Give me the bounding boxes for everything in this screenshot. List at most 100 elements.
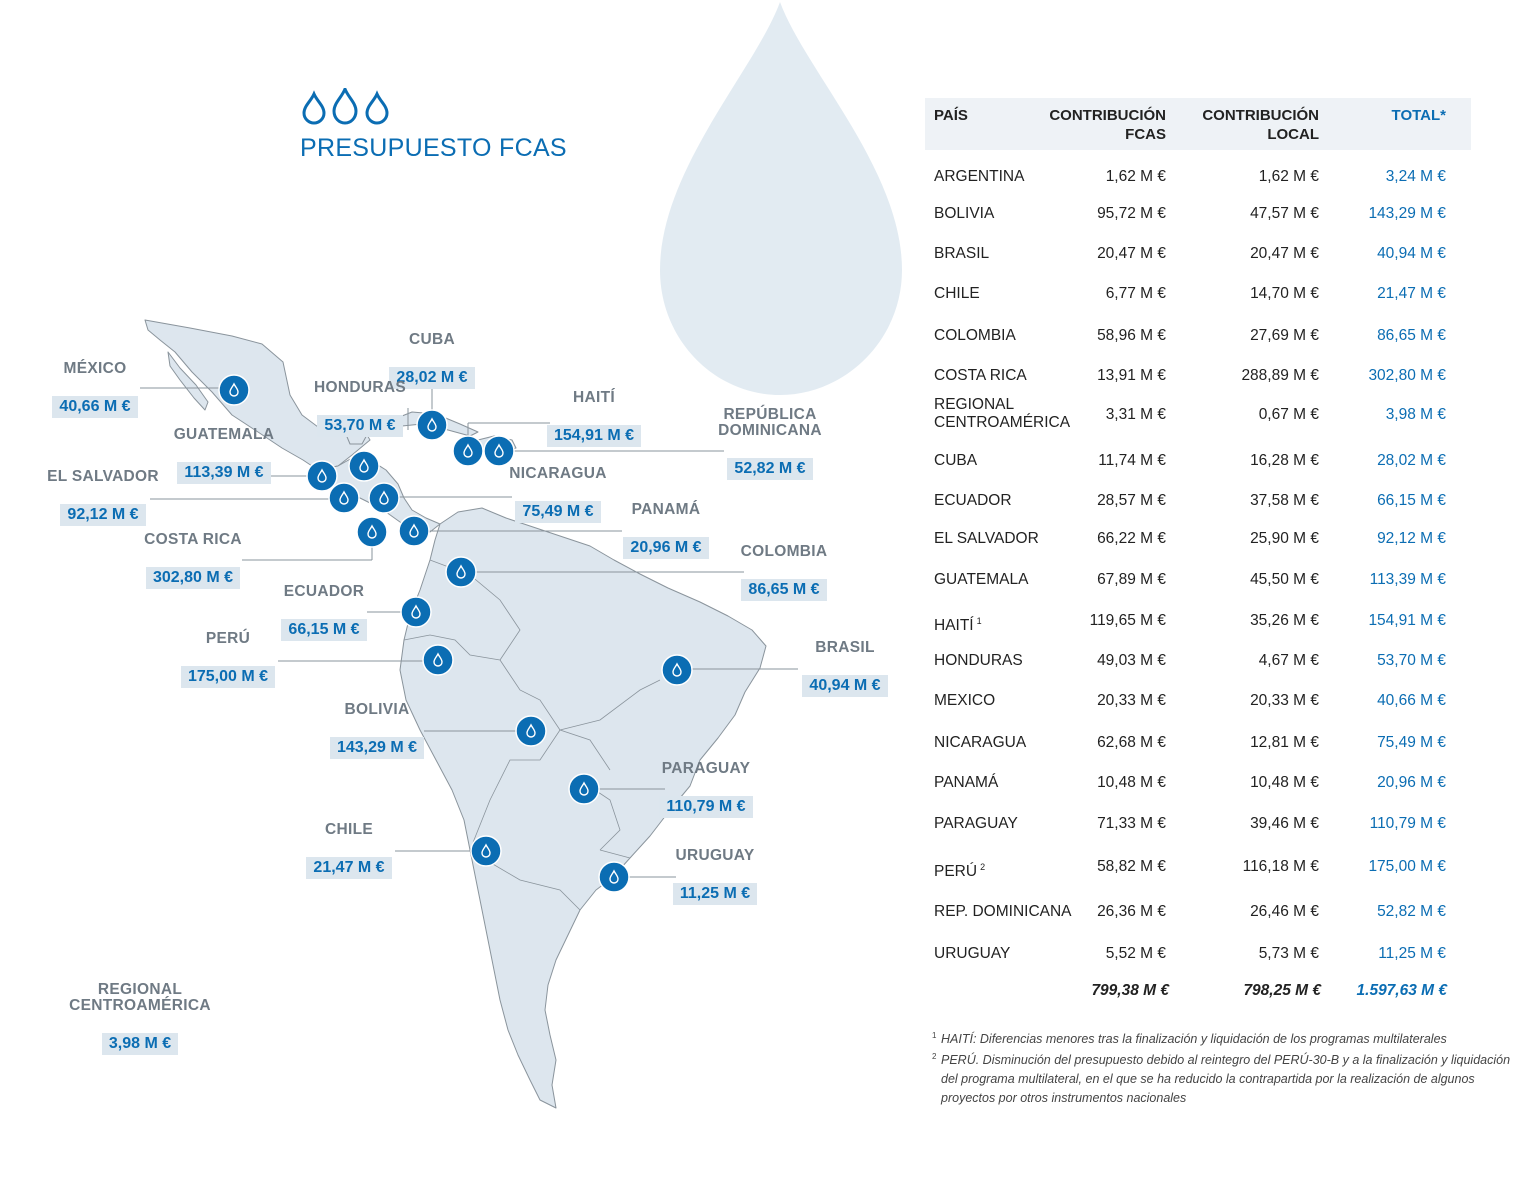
cell-local: 0,67 M €: [1258, 406, 1319, 423]
map-marker-icon: [483, 435, 515, 467]
cell-total: 154,91 M €: [1368, 612, 1446, 629]
cell-fcas: 62,68 M €: [1097, 734, 1166, 751]
map-label-mexico: MÉXICO 40,66 M €: [0, 361, 205, 418]
country-name: GUATEMALA: [173, 426, 275, 443]
map-marker-icon: [368, 482, 400, 514]
cell-total: 52,82 M €: [1377, 903, 1446, 920]
cell-pais: HAITÍ 1: [934, 616, 982, 634]
cell-total: 21,47 M €: [1377, 285, 1446, 302]
country-name: EL SALVADOR: [47, 468, 159, 485]
map-label-paraguay: PARAGUAY 110,79 M €: [596, 761, 816, 818]
cell-fcas: 58,82 M €: [1097, 858, 1166, 875]
cell-pais: CHILE: [934, 285, 980, 302]
drops-icon: [302, 88, 389, 125]
country-name: PANAMÁ: [631, 501, 701, 518]
map-label-bolivia: BOLIVIA 143,29 M €: [267, 702, 487, 759]
country-name: NICARAGUA: [509, 465, 607, 482]
country-name: CUBA: [409, 331, 455, 348]
country-name: CHILE: [325, 821, 373, 838]
country-value: 175,00 M €: [180, 666, 276, 688]
map-marker-icon: [416, 409, 448, 441]
cell-local: 20,47 M €: [1250, 245, 1319, 262]
cell-pais: COLOMBIA: [934, 327, 1016, 344]
map-marker-icon: [328, 482, 360, 514]
footnote-ref: 1: [976, 616, 982, 626]
country-value: 143,29 M €: [329, 737, 425, 759]
country-name: COSTA RICA: [144, 531, 242, 548]
footnote-text: PERÚ. Disminución del presupuesto debido…: [941, 1053, 1511, 1105]
map-label-peru: PERÚ 175,00 M €: [118, 631, 338, 688]
country-value: 52,82 M €: [727, 458, 813, 480]
cell-local: 12,81 M €: [1250, 734, 1319, 751]
budget-table: PAÍS CONTRIBUCIÓN FCAS CONTRIBUCIÓN LOCA…: [925, 98, 1471, 999]
country-value: 20,96 M €: [623, 537, 709, 559]
page-title: PRESUPUESTO FCAS: [300, 134, 567, 162]
cell-fcas: 11,74 M €: [1098, 452, 1166, 469]
cell-fcas: 71,33 M €: [1097, 815, 1166, 832]
cell-total: 86,65 M €: [1377, 327, 1446, 344]
map-marker-icon: [452, 435, 484, 467]
cell-pais: ECUADOR: [934, 492, 1012, 509]
cell-total: 11,25 M €: [1378, 945, 1446, 962]
country-value: 11,25 M €: [672, 883, 758, 905]
footnote-number: 2: [932, 1052, 937, 1061]
country-value: 154,91 M €: [546, 425, 642, 447]
cell-total: 40,66 M €: [1377, 692, 1446, 709]
cell-fcas: 66,22 M €: [1097, 530, 1166, 547]
cell-local: 16,28 M €: [1250, 452, 1319, 469]
country-value: 53,70 M €: [317, 415, 403, 437]
cell-fcas: 10,48 M €: [1097, 774, 1166, 791]
cell-pais: CUBA: [934, 452, 978, 469]
cell-fcas: 49,03 M €: [1097, 652, 1166, 669]
map-marker-icon: [348, 450, 380, 482]
map-marker-icon: [400, 596, 432, 628]
country-value: 28,02 M €: [389, 367, 475, 389]
cell-fcas: 28,57 M €: [1097, 492, 1166, 509]
map-marker-icon: [218, 374, 250, 406]
cell-pais: PERÚ 2: [934, 862, 986, 880]
cell-fcas: 95,72 M €: [1097, 205, 1166, 222]
cell-pais: PARAGUAY: [934, 815, 1018, 832]
cell-total: 110,79 M €: [1369, 815, 1446, 832]
cell-total: 143,29 M €: [1368, 205, 1446, 222]
cell-local: 116,18 M €: [1242, 858, 1319, 875]
map-marker-icon: [661, 654, 693, 686]
map-label-ecuador: ECUADOR 66,15 M €: [214, 584, 434, 641]
cell-total: 113,39 M €: [1369, 571, 1446, 588]
map-marker-icon: [515, 715, 547, 747]
map-marker-icon: [398, 515, 430, 547]
header-local: CONTRIBUCIÓN LOCAL: [1202, 107, 1319, 143]
country-name: REGIONAL CENTROAMÉRICA: [69, 981, 211, 1014]
country-name: REPÚBLICA DOMINICANA: [718, 406, 822, 439]
footnote-number: 1: [932, 1031, 937, 1040]
footnote-text: HAITÍ: Diferencias menores tras la final…: [941, 1032, 1447, 1046]
cell-local: 4,67 M €: [1258, 652, 1319, 669]
cell-fcas: 5,52 M €: [1105, 945, 1166, 962]
cell-pais: BOLIVIA: [934, 205, 995, 222]
cell-pais: BRASIL: [934, 245, 990, 262]
country-name: BRASIL: [815, 639, 875, 656]
total-total: 1.597,63 M €: [1356, 982, 1447, 999]
cell-local: 14,70 M €: [1250, 285, 1319, 302]
cell-total: 92,12 M €: [1377, 530, 1446, 547]
map-label-honduras: HONDURAS 53,70 M €: [250, 380, 470, 437]
cell-local: 45,50 M €: [1250, 571, 1319, 588]
cell-fcas: 3,31 M €: [1105, 406, 1166, 423]
country-value: 40,94 M €: [802, 675, 888, 697]
cell-fcas: 67,89 M €: [1097, 571, 1166, 588]
country-value: 110,79 M €: [659, 796, 753, 818]
map-label-chile: CHILE 21,47 M €: [239, 822, 459, 879]
country-name: PERÚ: [205, 630, 251, 647]
country-value: 75,49 M €: [515, 501, 601, 523]
cell-local: 39,46 M €: [1250, 815, 1319, 832]
cell-pais: EL SALVADOR: [934, 530, 1039, 547]
country-name: HONDURAS: [314, 379, 406, 396]
map-marker-icon: [568, 773, 600, 805]
map-label-costa-rica: COSTA RICA 302,80 M €: [83, 532, 303, 589]
cell-pais: REGIONAL CENTROAMÉRICA: [934, 396, 1071, 431]
cell-fcas: 58,96 M €: [1097, 327, 1166, 344]
cell-fcas: 1,62 M €: [1105, 168, 1166, 185]
map-label-nicaragua: NICARAGUA 75,49 M €: [448, 466, 668, 523]
country-name: PARAGUAY: [661, 760, 751, 777]
cell-pais: MEXICO: [934, 692, 996, 709]
